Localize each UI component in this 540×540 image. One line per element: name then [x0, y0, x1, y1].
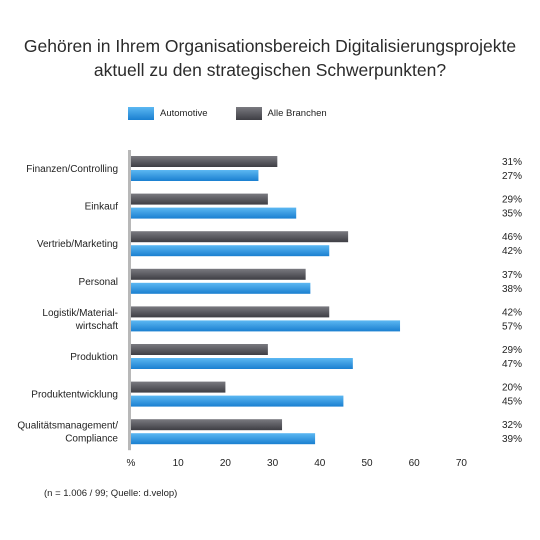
data-label-alle-branchen-finanzen-controlling: 31%	[502, 157, 522, 168]
x-tick-label-percent: %	[127, 458, 136, 469]
data-label-automotive-produktion: 47%	[502, 359, 522, 370]
data-label-alle-branchen-vertrieb-marketing: 46%	[502, 232, 522, 243]
x-tick-label-50: 50	[361, 458, 373, 469]
x-tick-label-30: 30	[267, 458, 279, 469]
bar-automotive-qualit-tsmanagement-compliance	[131, 433, 316, 445]
data-label-alle-branchen-qualit-tsmanagement-compliance: 32%	[502, 420, 522, 431]
bar-automotive-einkauf	[131, 207, 297, 219]
category-label-logistik-material-wirtschaft-line-2: wirtschaft	[75, 321, 118, 332]
bar-alle-branchen-produktion	[131, 344, 268, 355]
legend-swatch-automotive	[128, 107, 154, 120]
bar-alle-branchen-finanzen-controlling	[131, 156, 278, 167]
chart-title-line-1: Gehören in Ihrem Organisationsbereich Di…	[23, 36, 517, 56]
bar-automotive-personal	[131, 282, 311, 294]
footnote: (n = 1.006 / 99; Quelle: d.velop)	[44, 488, 178, 499]
category-label-vertrieb-marketing: Vertrieb/Marketing	[37, 239, 118, 250]
y-axis-line	[128, 150, 131, 451]
legend-label-alle-branchen: Alle Branchen	[267, 108, 327, 119]
data-label-automotive-personal: 38%	[502, 284, 522, 295]
data-label-alle-branchen-logistik-material-wirtschaft: 42%	[502, 307, 522, 318]
bar-alle-branchen-personal	[131, 268, 306, 280]
data-label-automotive-einkauf: 35%	[502, 209, 522, 220]
data-label-automotive-logistik-material-wirtschaft: 57%	[502, 321, 522, 332]
data-label-automotive-produktentwicklung: 45%	[502, 397, 522, 408]
bar-alle-branchen-vertrieb-marketing	[131, 231, 349, 243]
bar-alle-branchen-logistik-material-wirtschaft	[131, 306, 330, 318]
category-label-personal: Personal	[79, 277, 118, 288]
chart-title-line-2: aktuell zu den strategischen Schwerpunkt…	[93, 60, 447, 80]
category-label-produktion: Produktion	[70, 352, 118, 363]
x-tick-label-20: 20	[220, 458, 232, 469]
data-label-automotive-finanzen-controlling: 27%	[502, 171, 522, 182]
x-tick-label-10: 10	[173, 458, 185, 469]
bar-automotive-logistik-material-wirtschaft	[131, 320, 401, 332]
data-label-automotive-vertrieb-marketing: 42%	[502, 246, 522, 257]
legend-item-alle-branchen: Alle Branchen	[235, 107, 327, 120]
bar-alle-branchen-einkauf	[131, 193, 268, 205]
category-label-qualit-tsmanagement-compliance-line-2: Compliance	[65, 434, 118, 445]
category-label-qualit-tsmanagement-compliance-line-1: Qualitätsmanagement/	[17, 421, 118, 432]
legend-label-automotive: Automotive	[160, 108, 208, 119]
bar-automotive-finanzen-controlling	[131, 170, 259, 181]
x-tick-label-40: 40	[314, 458, 326, 469]
category-label-einkauf: Einkauf	[85, 202, 119, 213]
category-label-produktentwicklung: Produktentwicklung	[31, 390, 118, 401]
category-label-logistik-material-wirtschaft-line-1: Logistik/Material-	[42, 308, 118, 319]
data-label-alle-branchen-produktentwicklung: 20%	[502, 383, 522, 394]
bar-alle-branchen-produktentwicklung	[131, 381, 226, 393]
x-tick-label-60: 60	[409, 458, 421, 469]
x-tick-label-70: 70	[456, 458, 468, 469]
bar-automotive-produktion	[131, 358, 353, 369]
legend-swatch-alle-branchen	[235, 107, 262, 120]
chart-title: Gehören in Ihrem Organisationsbereich Di…	[0, 34, 540, 82]
category-label-finanzen-controlling: Finanzen/Controlling	[26, 164, 118, 175]
data-label-automotive-qualit-tsmanagement-compliance: 39%	[502, 434, 522, 445]
bar-alle-branchen-qualit-tsmanagement-compliance	[131, 419, 283, 431]
bar-automotive-vertrieb-marketing	[131, 245, 330, 257]
data-label-alle-branchen-personal: 37%	[502, 270, 522, 281]
bar-automotive-produktentwicklung	[131, 395, 344, 407]
data-label-alle-branchen-einkauf: 29%	[502, 195, 522, 206]
legend: Automotive Alle Branchen	[128, 107, 355, 120]
data-label-alle-branchen-produktion: 29%	[502, 345, 522, 356]
legend-item-automotive: Automotive	[128, 107, 208, 120]
